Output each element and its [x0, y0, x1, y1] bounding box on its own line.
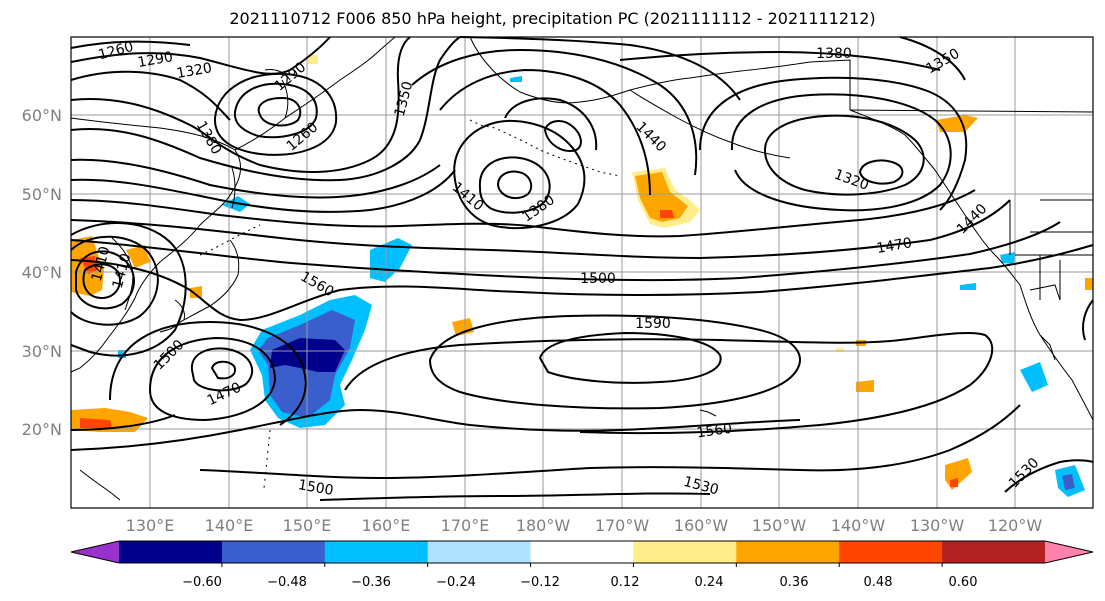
colorbar-ticks: −0.60 −0.48 −0.36 −0.24 −0.12 0.12 0.24 … — [182, 575, 977, 590]
lon-label: 120°W — [988, 516, 1043, 535]
colorbar-segment — [633, 541, 737, 563]
colorbar-tick-label: −0.24 — [436, 575, 476, 590]
colorbar-segment — [427, 541, 532, 563]
lat-label: 50°N — [22, 185, 62, 204]
contour-label: 1320 — [175, 60, 213, 82]
lat-axis: 60°N 50°N 40°N 30°N 20°N — [22, 106, 62, 439]
colorbar-tick-label: −0.12 — [520, 575, 560, 590]
lon-label: 150°E — [283, 516, 332, 535]
lat-label: 60°N — [22, 106, 62, 125]
lon-label: 140°E — [205, 516, 254, 535]
colorbar-tick-label: −0.60 — [182, 575, 222, 590]
colorbar-segment — [530, 541, 634, 563]
colorbar — [70, 540, 1094, 567]
colorbar-tick-label: −0.36 — [351, 575, 391, 590]
colorbar-tick-label: 0.24 — [695, 575, 724, 590]
colorbar-extend-high — [1045, 541, 1093, 563]
map-frame — [70, 36, 1094, 509]
lon-label: 130°W — [910, 516, 965, 535]
lon-label: 180°W — [516, 516, 571, 535]
lon-label: 130°E — [126, 516, 175, 535]
contour-label: 1590 — [635, 316, 671, 332]
colorbar-segment — [119, 541, 223, 563]
colorbar-segment — [839, 541, 943, 563]
colorbar-tick-label: 0.48 — [864, 575, 893, 590]
colorbar-tick-label: 0.36 — [780, 575, 809, 590]
contour-label: 1290 — [136, 49, 174, 71]
lon-label: 170°E — [441, 516, 490, 535]
lon-label: 160°E — [362, 516, 411, 535]
lon-label: 160°W — [674, 516, 729, 535]
colorbar-segment — [942, 541, 1046, 563]
lat-label: 30°N — [22, 342, 62, 361]
colorbar-segment — [221, 541, 326, 563]
lon-label: 150°W — [752, 516, 807, 535]
colorbar-extend-low — [71, 541, 119, 563]
colorbar-outline — [70, 540, 1094, 564]
colorbar-tick-label: −0.48 — [267, 575, 307, 590]
contour-label: 1500 — [297, 477, 335, 499]
colorbar-segment — [736, 541, 840, 563]
lon-axis: 130°E 140°E 150°E 160°E 170°E 180°W 170°… — [126, 516, 1043, 535]
lat-label: 20°N — [22, 420, 62, 439]
map-title: 2021110712 F006 850 hPa height, precipit… — [229, 9, 876, 28]
contour-label: 1380 — [816, 46, 852, 62]
colorbar-segment — [324, 541, 429, 563]
colorbar-tick-label: 0.12 — [611, 575, 640, 590]
lat-label: 40°N — [22, 263, 62, 282]
contour-label: 1470 — [875, 235, 913, 257]
graticule — [71, 37, 1093, 508]
lon-label: 170°W — [595, 516, 650, 535]
height-contours — [70, 36, 1094, 501]
contour-label: 1500 — [580, 271, 616, 287]
lon-label: 140°W — [831, 516, 886, 535]
contour-label: 1560 — [696, 421, 734, 442]
colorbar-tick-label: 0.60 — [949, 575, 978, 590]
